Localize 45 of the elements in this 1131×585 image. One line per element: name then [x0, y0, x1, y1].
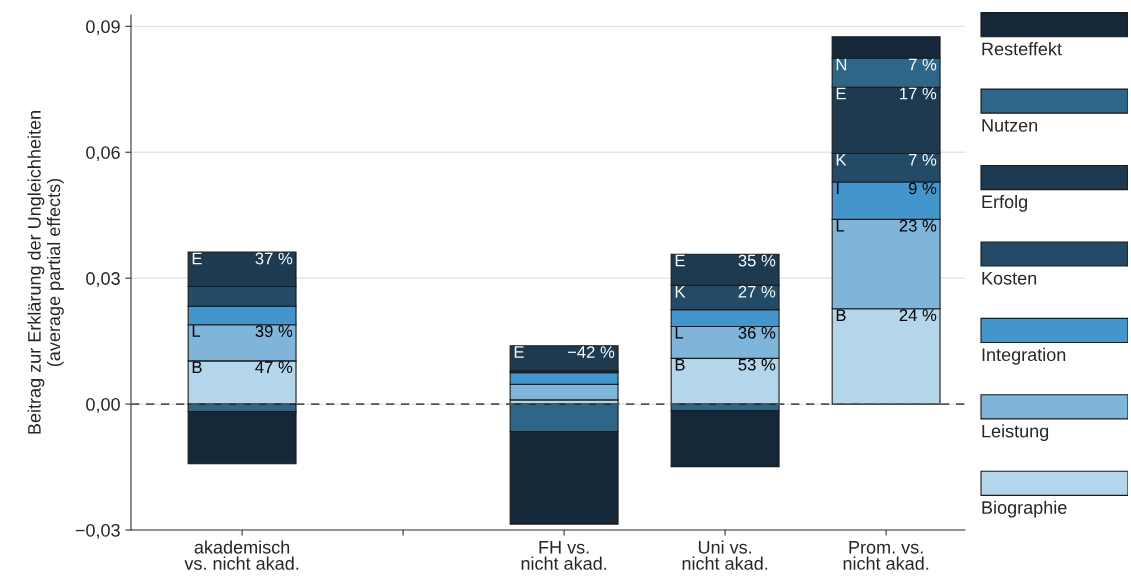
text: Erfolg [982, 194, 1027, 212]
annotation: I [836, 182, 839, 195]
annotation: 37 % [255, 252, 293, 265]
annotation: E [836, 87, 846, 100]
annotation: 39 % [255, 325, 293, 337]
annotation: N [836, 58, 847, 71]
text: Nutzen [982, 119, 1038, 132]
x-tick-label: akademisch vs. nicht akad. [184, 540, 299, 570]
x-tick-label: FH vs. nicht akad. [521, 541, 607, 570]
y-tick-label: −0,03 [75, 523, 120, 539]
annotation: 7 % [908, 154, 937, 166]
annotation: 9 % [908, 182, 937, 195]
annotation: E [192, 252, 202, 265]
annotation: B [836, 309, 846, 321]
annotation: 35 % [738, 254, 776, 267]
text: Leistung [982, 424, 1049, 442]
annotation: L [675, 327, 684, 339]
y-tick-label: 0,03 [86, 272, 120, 288]
y-tick-label: 0,09 [86, 20, 120, 36]
annotation: K [675, 285, 686, 298]
y-tick-label: 0,06 [86, 146, 120, 162]
annotation: L [836, 220, 845, 232]
x-tick-label: Prom. vs. nicht akad. [843, 541, 929, 570]
text: Integration [982, 347, 1066, 365]
annotation: 24 % [899, 309, 937, 321]
annotation: B [675, 358, 685, 371]
text: Kosten [982, 272, 1037, 285]
annotation: 47 % [255, 361, 293, 374]
annotation: 23 % [899, 219, 937, 232]
y-tick-label: 0,00 [86, 398, 120, 413]
annotation: 36 % [738, 326, 776, 339]
annotation: K [836, 154, 847, 166]
annotation: E [514, 346, 524, 358]
annotation: 27 % [738, 285, 776, 298]
annotation: −42 % [567, 346, 615, 358]
text: Resteffekt [982, 42, 1062, 56]
y-axis-title: Beitrag zur Erklärung der Ungleichheiten (average partial effects) [27, 111, 64, 434]
annotation: 53 % [738, 358, 776, 371]
annotation: E [675, 254, 685, 267]
text: Biographie [982, 500, 1067, 518]
annotation: B [192, 361, 202, 373]
annotation: L [192, 325, 201, 337]
x-tick-label: Uni vs. nicht akad. [682, 540, 768, 570]
annotation: 7 % [908, 58, 937, 71]
annotation: 17 % [900, 87, 937, 100]
